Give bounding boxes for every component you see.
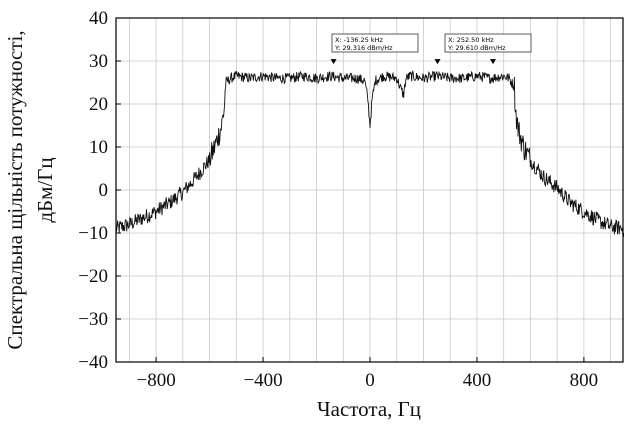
- y-tick-label: 10: [89, 137, 108, 158]
- peak-marker: [434, 59, 441, 65]
- y-tick-label: 20: [89, 94, 108, 115]
- y-axis-label-line2: дБм/Гц: [33, 157, 57, 222]
- psd-trace-line: [115, 69, 624, 238]
- datatip-markers: [330, 59, 496, 65]
- x-tick-label: 800: [570, 370, 599, 391]
- y-tick-label: −10: [78, 223, 108, 244]
- y-tick-label: −30: [78, 309, 108, 330]
- peak-marker: [330, 59, 337, 65]
- peak-marker: [489, 59, 496, 65]
- y-tick-label: −20: [78, 266, 108, 287]
- datatip-2: X: 252.50 kHz Y: 29.610 dBm/Hz: [444, 33, 532, 53]
- y-tick-label: 30: [89, 51, 108, 72]
- datatip-2-y: Y: 29.610 dBm/Hz: [447, 44, 506, 52]
- y-axis-ticks: −40 −30 −20 −10 0 10 20 30 40: [78, 8, 121, 373]
- x-tick-label: 0: [365, 370, 375, 391]
- x-axis-label: Частота, Гц: [317, 397, 421, 421]
- datatip-1: X: -136.25 kHz Y: 29.316 dBm/Hz: [331, 33, 419, 53]
- x-tick-label: −800: [136, 370, 175, 391]
- datatip-2-box: [444, 33, 532, 53]
- y-tick-label: −40: [78, 352, 108, 373]
- datatip-2-x: X: 252.50 kHz: [448, 36, 494, 44]
- datatip-1-y: Y: 29.316 dBm/Hz: [334, 44, 393, 52]
- y-tick-label: 0: [99, 180, 109, 201]
- x-tick-label: 400: [463, 370, 492, 391]
- y-axis-label-line1: Спектральна щільність потужності,: [3, 30, 27, 349]
- x-axis-ticks: −800 −400 0 400 800: [136, 357, 598, 391]
- y-tick-label: 40: [89, 8, 108, 29]
- datatip-1-x: X: -136.25 kHz: [335, 36, 384, 44]
- datatip-1-box: [331, 33, 419, 53]
- x-tick-label: −400: [243, 370, 282, 391]
- psd-trace: [115, 69, 624, 238]
